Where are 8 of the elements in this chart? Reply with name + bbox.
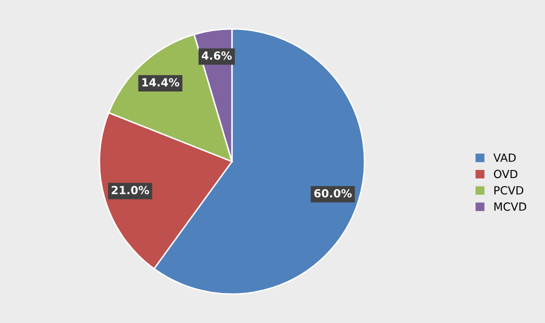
legend-label: VAD: [493, 154, 516, 162]
data-label: 21.0%: [112, 186, 150, 194]
data-label: 14.4%: [142, 78, 180, 87]
legend-label: OVD: [494, 170, 518, 178]
legend-label: PCVD: [494, 186, 524, 195]
data-label: 60.0%: [314, 189, 352, 198]
data-label: 4.6%: [202, 51, 232, 60]
legend-label: MCVD: [494, 202, 526, 211]
